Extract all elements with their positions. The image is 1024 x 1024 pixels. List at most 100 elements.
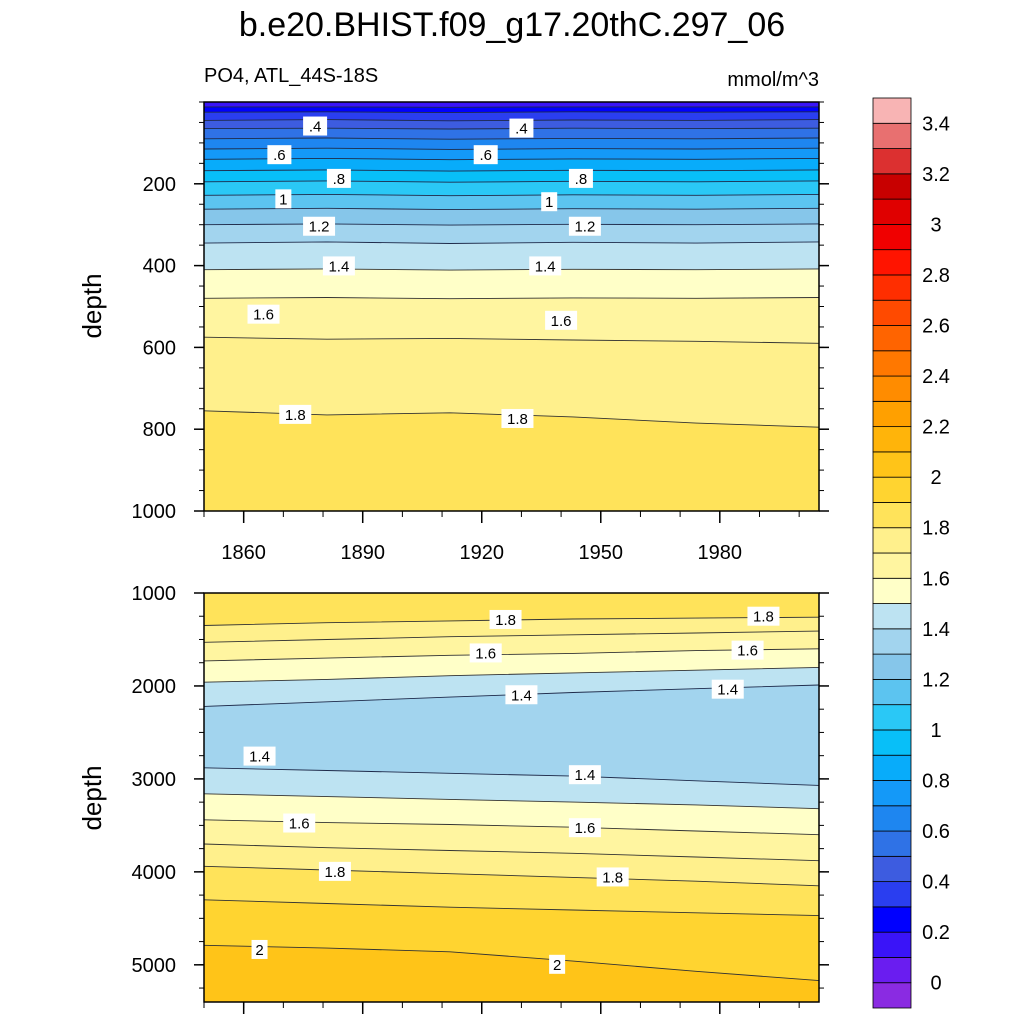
contour-label-box: [283, 813, 316, 833]
contour-label: 1.8: [489, 609, 522, 629]
contour-label: 1.6: [545, 310, 578, 330]
contour-band: [204, 169, 819, 183]
contour-label-box: [501, 408, 534, 428]
contour-label-text: 1.2: [309, 219, 330, 236]
colorbar-tick-label: 1.4: [922, 619, 950, 641]
contour-label-box: [541, 192, 558, 212]
colorbar-swatch: [872, 223, 912, 251]
colorbar-swatch: [872, 982, 912, 1009]
lower-plot-frame: [203, 592, 820, 1003]
units-label: mmol/m^3: [727, 69, 819, 91]
colorbar-swatch: [872, 577, 912, 604]
colorbar-tick-label: 1.8: [922, 518, 950, 540]
contour-label: 1.8: [747, 606, 780, 626]
contour-label-box: [568, 765, 601, 785]
contour-label-text: 1.8: [285, 407, 306, 424]
contour-label: .4: [303, 116, 328, 136]
x-tick-label: 1920: [459, 542, 504, 564]
colorbar-tick-label: 0.8: [922, 771, 950, 793]
x-tick-label: 1980: [698, 542, 743, 564]
colorbar-swatch: [872, 148, 912, 175]
colorbar-swatch: [872, 931, 912, 958]
contour-label-text: 1.4: [328, 258, 349, 275]
y-tick-label: 4000: [132, 862, 177, 884]
contour-label: 1.4: [322, 256, 355, 276]
contour-label: .6: [267, 145, 292, 165]
upper-y-axis-label: depth: [77, 273, 107, 338]
contour-line: [204, 865, 819, 887]
colorbar-swatch: [872, 350, 912, 377]
colorbar-tick-label: 1.2: [922, 669, 950, 691]
contour-label-box: [596, 867, 629, 887]
contour-label-text: 1.6: [551, 313, 572, 330]
colorbar-swatch: [872, 906, 912, 933]
contour-label-text: 1: [279, 191, 287, 208]
contour-label-text: .8: [575, 171, 588, 188]
contour-label-box: [247, 304, 280, 324]
contour-band: [204, 223, 819, 244]
contour-label-text: 1.8: [325, 864, 346, 881]
contour-label: 2: [251, 939, 268, 959]
colorbar-swatch: [872, 375, 912, 402]
contour-line: [204, 648, 819, 662]
contour-label-box: [303, 216, 336, 236]
contour-label-box: [251, 939, 268, 959]
contour-label-box: [568, 216, 601, 236]
y-tick-label: 2000: [132, 676, 177, 698]
contour-label-text: 1.8: [602, 869, 623, 886]
colorbar-swatch: [872, 653, 912, 680]
colorbar-tick-label: 1: [930, 720, 941, 742]
y-tick-label: 800: [143, 419, 176, 441]
contour-label: 1.6: [469, 643, 502, 663]
contour-label-box: [489, 609, 522, 629]
contour-label-box: [326, 168, 351, 188]
contour-label: .4: [509, 118, 534, 138]
colorbar-tick-label: 3.2: [922, 164, 950, 186]
colorbar-tick-label: 0.6: [922, 821, 950, 843]
colorbar-swatch: [872, 881, 912, 908]
colorbar-tick-label: 2.6: [922, 316, 950, 338]
contour-label-text: 1.6: [737, 643, 758, 660]
colorbar-tick-label: 0: [930, 973, 941, 995]
contour-band: [204, 208, 819, 226]
contour-label-box: [711, 679, 744, 699]
contour-label: 1.4: [243, 746, 276, 766]
colorbar-swatch: [872, 274, 912, 301]
contour-label-text: 1.4: [249, 749, 270, 766]
contour-label: 1.8: [501, 408, 534, 428]
contour-label: 1.4: [505, 685, 538, 705]
x-tick-label: 1860: [221, 542, 266, 564]
contour-label-box: [318, 861, 351, 881]
colorbar-tick-label: 1.6: [922, 568, 950, 590]
colorbar-swatch: [872, 805, 912, 832]
contour-label: 1: [541, 192, 558, 212]
contour-line: [204, 666, 819, 683]
contour-label-box: [279, 404, 312, 424]
contour-band: [204, 268, 819, 299]
colorbar-swatch: [872, 628, 912, 655]
contour-line: [204, 137, 819, 140]
contour-label: 1.8: [596, 867, 629, 887]
y-tick-label: 600: [143, 337, 176, 359]
y-tick-label: 1000: [132, 583, 177, 605]
contour-line: [204, 111, 819, 114]
colorbar-swatch: [872, 122, 912, 149]
contour-label-box: [568, 168, 593, 188]
contour-label: 1.2: [303, 216, 336, 236]
contour-label-box: [549, 954, 566, 974]
contour-line: [204, 241, 819, 244]
contour-band: [204, 194, 819, 210]
colorbar-swatch: [872, 426, 912, 453]
contour-line: [204, 767, 819, 786]
contour-line: [204, 630, 819, 643]
contour-label-text: 1.8: [753, 609, 774, 626]
colorbar-tick-label: 0.2: [922, 922, 950, 944]
contour-label: 1: [275, 189, 292, 209]
contour-label-box: [545, 310, 578, 330]
contour-band: [204, 147, 819, 160]
colorbar-tick-label: 2.4: [922, 366, 950, 388]
contour-label-text: .6: [273, 147, 286, 164]
contour-label-box: [505, 685, 538, 705]
colorbar-swatch: [872, 476, 912, 503]
upper-panel: .4 .4 .6 .6 .8 .8 1 1 1.2 1.2 1.4 1.4 1.6 1.6 1.8 1.8 2…: [77, 101, 829, 564]
